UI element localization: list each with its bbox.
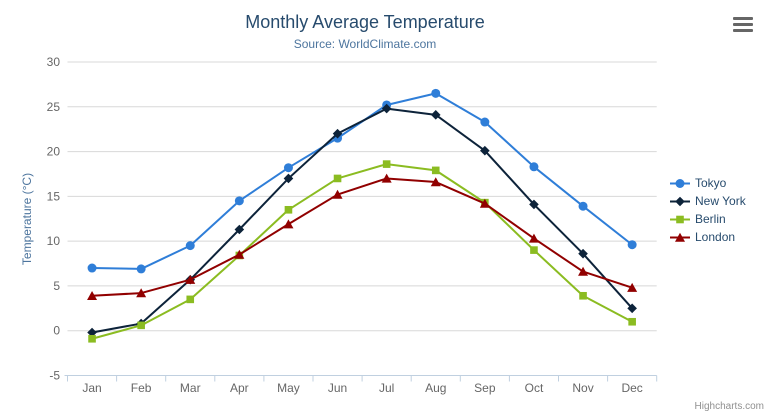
x-axis-label: Apr <box>230 381 249 395</box>
data-point <box>136 288 147 298</box>
data-point <box>136 264 146 274</box>
x-axis-label: Nov <box>572 381 593 395</box>
y-axis-label: 25 <box>47 100 61 114</box>
legend-item-london[interactable]: London <box>670 231 746 244</box>
data-point <box>479 198 490 208</box>
data-point <box>333 174 342 183</box>
data-point <box>628 317 636 326</box>
x-axis-label: Oct <box>525 381 544 395</box>
data-point <box>185 241 195 251</box>
data-point <box>529 162 539 172</box>
data-point <box>283 219 294 229</box>
data-point <box>627 303 637 314</box>
data-point <box>529 199 539 210</box>
data-point <box>627 240 637 250</box>
data-point <box>185 274 196 284</box>
hamburger-icon <box>733 17 753 20</box>
data-point <box>87 263 97 273</box>
data-point <box>234 196 244 206</box>
data-point <box>431 166 440 175</box>
series-london[interactable] <box>87 173 638 300</box>
data-point <box>430 110 441 120</box>
context-menu-button[interactable] <box>733 17 753 32</box>
series-new-york[interactable] <box>87 103 637 338</box>
data-point <box>186 295 195 304</box>
data-point <box>430 177 441 187</box>
london-legend-marker-icon <box>670 232 690 242</box>
y-axis-label: 0 <box>53 324 60 338</box>
x-axis-label: Sep <box>474 381 496 395</box>
data-point <box>234 249 245 259</box>
data-point <box>530 246 538 254</box>
data-point <box>431 88 441 98</box>
series-tokyo[interactable] <box>87 88 637 274</box>
chart-subtitle: Source: WorldClimate.com <box>293 37 437 51</box>
y-axis-labels: -5 0 5 10 15 20 25 30 <box>47 55 61 383</box>
legend-label: New York <box>695 194 746 208</box>
x-axis-label: Feb <box>131 381 152 395</box>
legend-label: Berlin <box>695 212 726 226</box>
gridlines <box>67 61 657 332</box>
data-point <box>88 334 96 343</box>
data-point <box>283 163 293 173</box>
data-point <box>234 224 245 235</box>
x-axis-label: Jun <box>328 381 347 395</box>
data-point <box>332 128 343 139</box>
data-point <box>87 290 98 300</box>
x-axis-label: May <box>277 381 300 395</box>
legend: Tokyo New York Berlin London <box>670 177 746 249</box>
x-axis <box>64 375 658 382</box>
x-axis-label: Dec <box>621 381 642 395</box>
tokyo-legend-marker-icon <box>670 179 690 188</box>
chart-title: Monthly Average Temperature <box>245 12 485 32</box>
y-axis-label: 30 <box>47 55 61 69</box>
data-point <box>381 173 392 183</box>
data-point <box>283 173 294 184</box>
credits-link[interactable]: Highcharts.com <box>694 401 764 412</box>
x-axis-label: Jan <box>82 381 101 395</box>
data-point <box>480 117 490 127</box>
data-point <box>332 189 343 199</box>
data-point <box>137 321 145 330</box>
data-point <box>579 291 587 300</box>
new-york-legend-marker-icon <box>670 196 690 207</box>
legend-label: Tokyo <box>695 176 727 190</box>
data-point <box>382 160 391 168</box>
y-axis-label: 10 <box>47 234 61 248</box>
data-point <box>480 145 490 156</box>
x-axis-labels: Jan Feb Mar Apr May Jun Jul Aug Sep Oct Nov Dec <box>82 381 642 395</box>
x-axis-label: Jul <box>379 381 394 395</box>
y-axis-label: 5 <box>53 279 60 293</box>
data-point <box>284 205 293 214</box>
hamburger-icon <box>733 29 753 32</box>
y-axis-label: 15 <box>47 189 61 203</box>
legend-item-new-york[interactable]: New York <box>670 195 746 208</box>
data-point <box>627 282 638 292</box>
x-axis-label: Mar <box>180 381 201 395</box>
legend-item-tokyo[interactable]: Tokyo <box>670 177 746 190</box>
hamburger-icon <box>733 23 753 26</box>
legend-label: London <box>695 230 736 244</box>
data-point <box>578 266 589 276</box>
y-axis-label: -5 <box>49 369 60 383</box>
data-point <box>87 327 97 338</box>
y-axis-label: 20 <box>47 145 61 159</box>
data-point <box>528 233 539 243</box>
legend-item-berlin[interactable]: Berlin <box>670 213 746 226</box>
berlin-legend-marker-icon <box>670 215 690 224</box>
x-axis-label: Aug <box>425 381 446 395</box>
data-point <box>381 103 392 114</box>
data-point <box>578 201 588 211</box>
data-point <box>578 248 588 259</box>
y-axis-title: Temperature (°C) <box>20 172 34 266</box>
